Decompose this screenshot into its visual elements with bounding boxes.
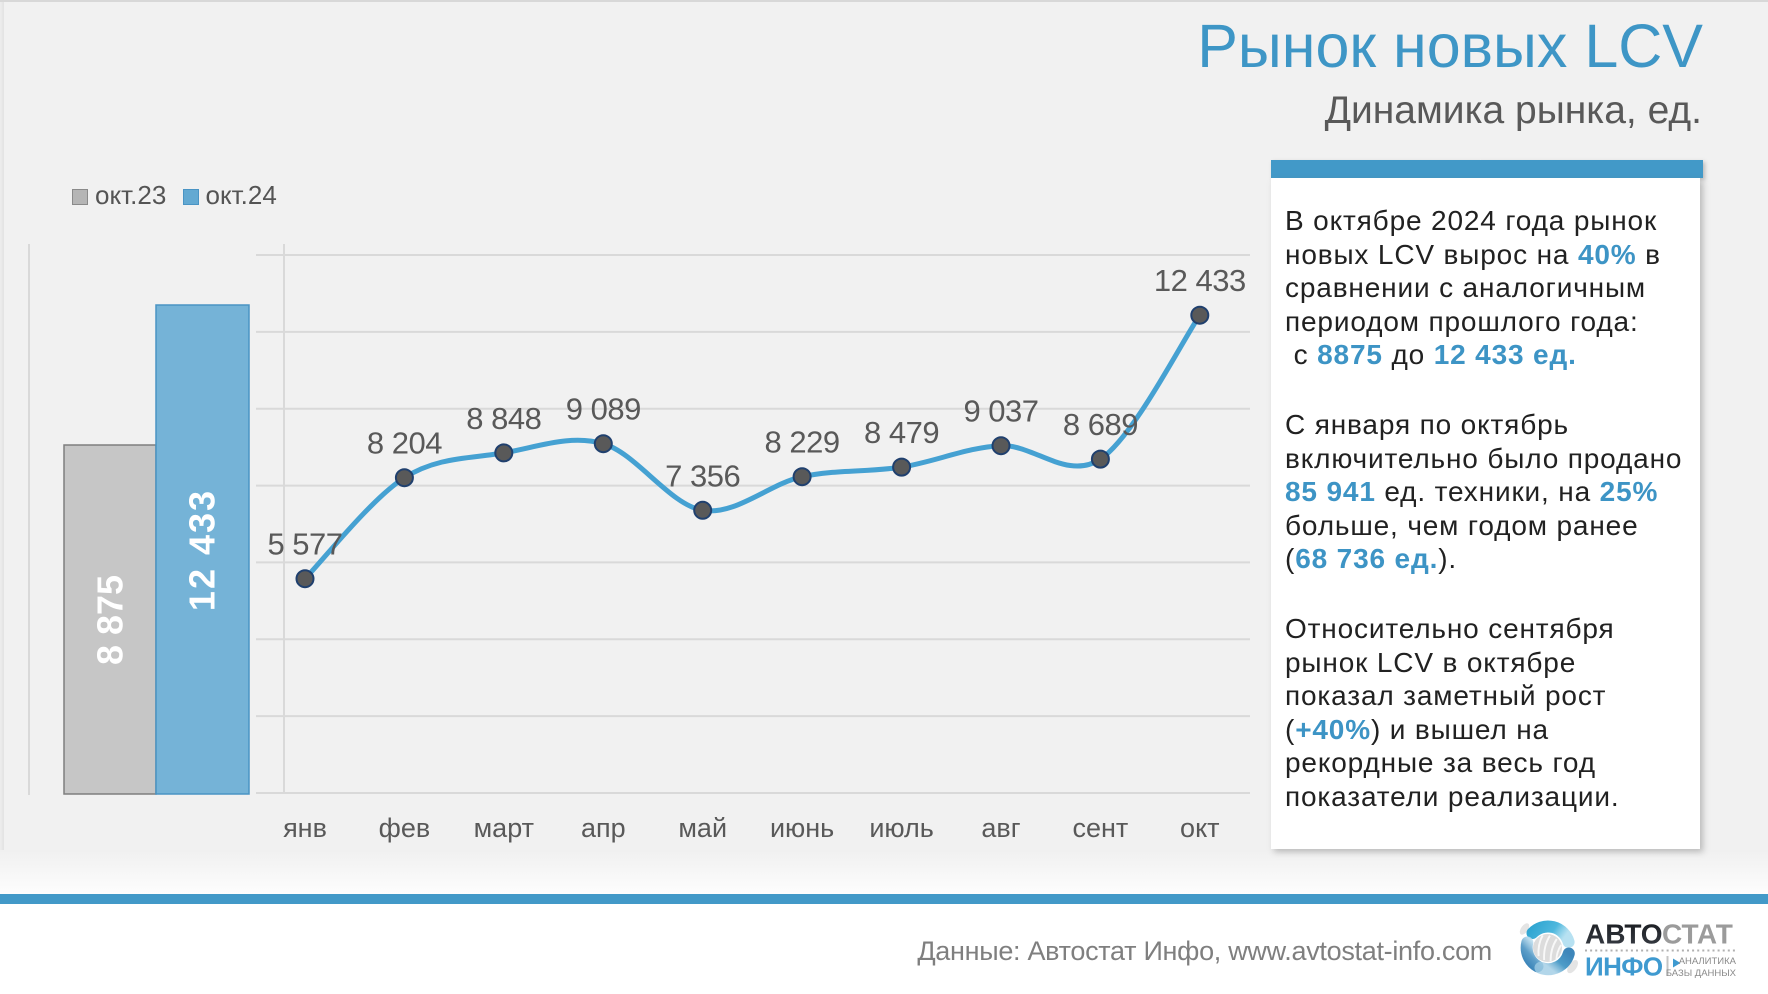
svg-text:БАЗЫ ДАННЫХ: БАЗЫ ДАННЫХ	[1666, 968, 1737, 979]
svg-text:сент: сент	[1073, 813, 1129, 843]
svg-text:12 433: 12 433	[182, 489, 223, 611]
svg-text:июнь: июнь	[770, 813, 834, 843]
svg-text:янв: янв	[283, 813, 327, 843]
svg-text:апр: апр	[581, 813, 626, 843]
svg-text:8 875: 8 875	[90, 575, 131, 665]
svg-text:8 229: 8 229	[765, 425, 840, 460]
svg-text:СТАТ: СТАТ	[1662, 919, 1733, 950]
svg-text:фев: фев	[379, 813, 431, 843]
svg-text:5 577: 5 577	[267, 527, 342, 562]
svg-text:АВТО: АВТО	[1585, 919, 1663, 950]
svg-text:8 204: 8 204	[367, 426, 442, 461]
svg-text:май: май	[678, 813, 727, 843]
svg-text:9 037: 9 037	[963, 394, 1038, 429]
svg-text:7 356: 7 356	[665, 458, 740, 493]
svg-text:12 433: 12 433	[1154, 263, 1246, 298]
svg-text:9 089: 9 089	[566, 392, 641, 427]
svg-text:8 689: 8 689	[1063, 407, 1138, 442]
svg-text:окт: окт	[1180, 813, 1220, 843]
svg-text:июль: июль	[869, 813, 934, 843]
svg-text:АНАЛИТИКА: АНАЛИТИКА	[1679, 956, 1737, 967]
svg-text:8 479: 8 479	[864, 415, 939, 450]
svg-text:ИНФО: ИНФО	[1585, 952, 1663, 982]
svg-text:авг: авг	[981, 813, 1020, 843]
svg-text:8 848: 8 848	[466, 401, 541, 436]
svg-text:март: март	[474, 813, 534, 843]
